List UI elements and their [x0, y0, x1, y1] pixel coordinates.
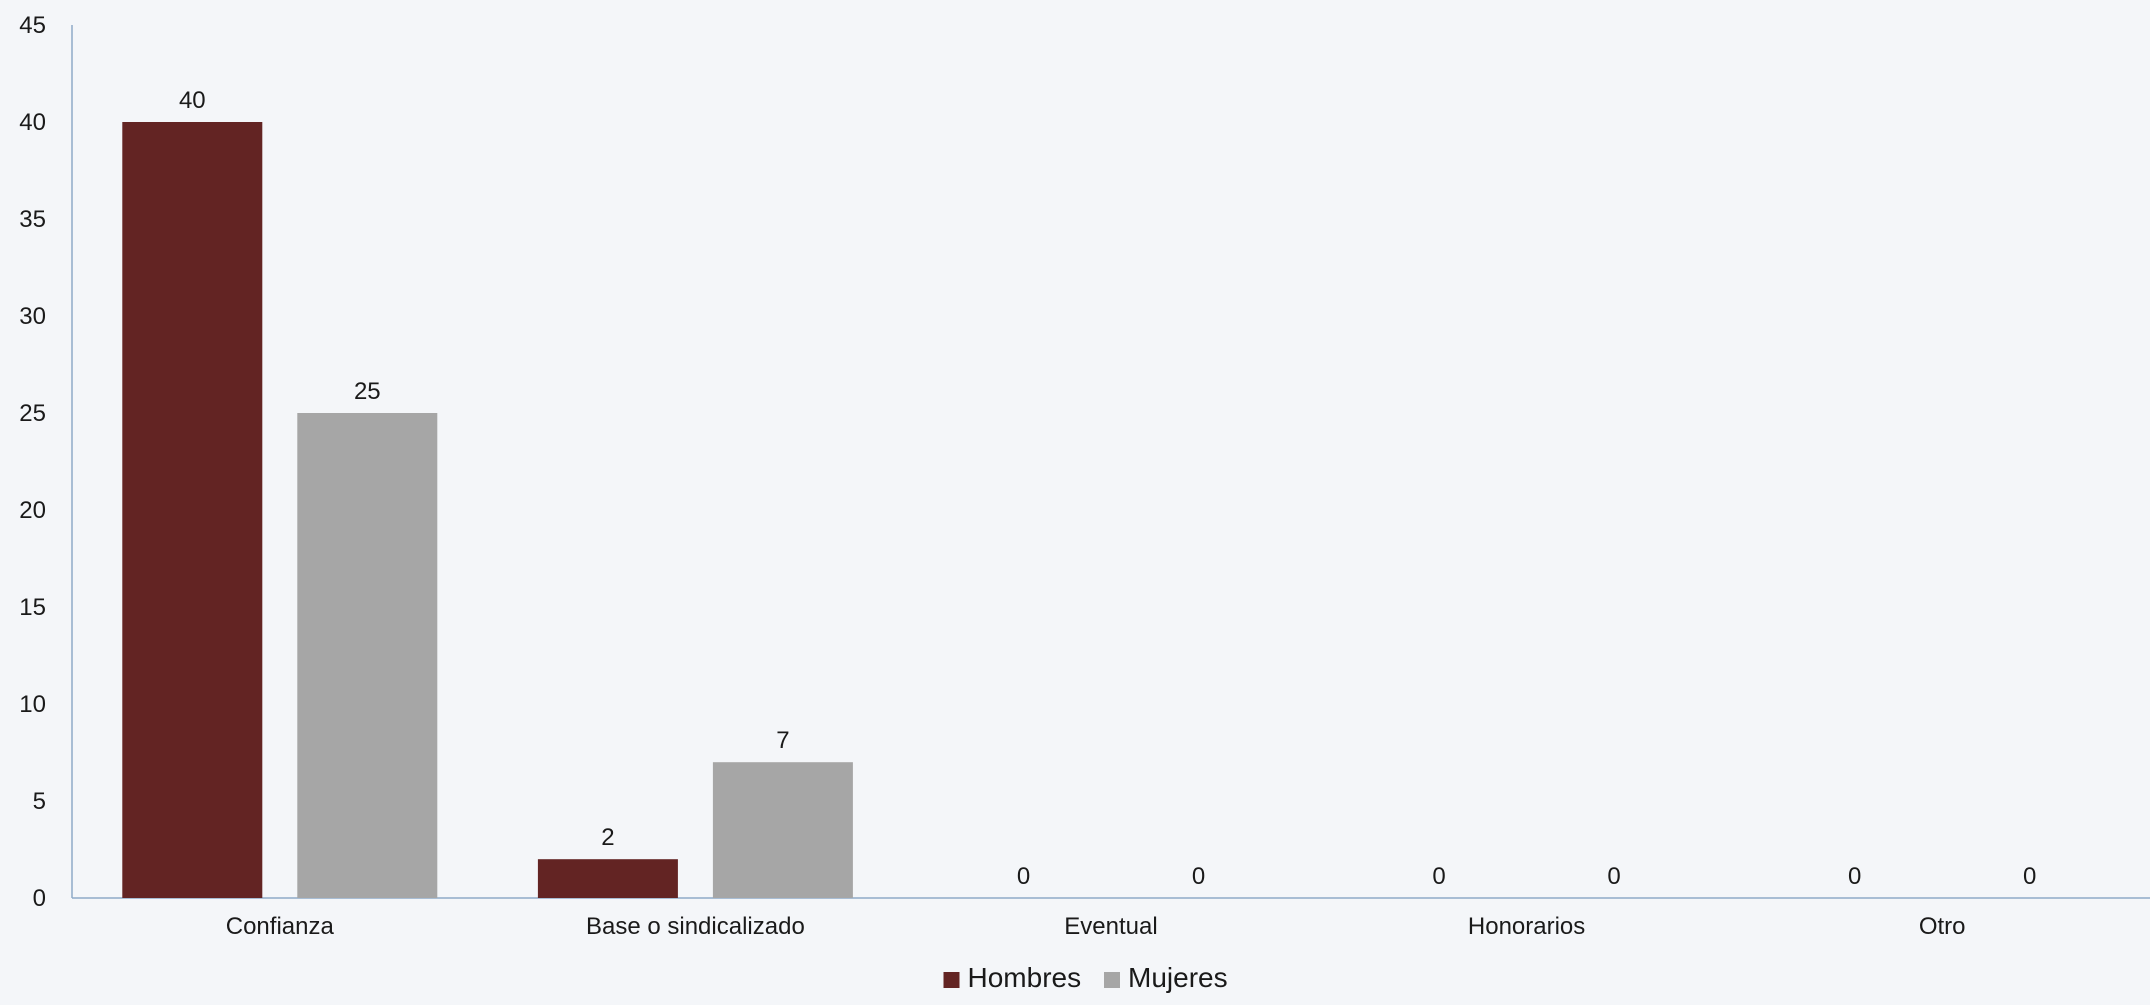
- legend-swatch-mujeres: [1104, 972, 1120, 988]
- y-tick-label: 45: [19, 12, 46, 39]
- data-label: 0: [1017, 863, 1030, 890]
- x-category-label: Base o sindicalizado: [586, 913, 805, 940]
- data-label: 2: [601, 824, 614, 851]
- y-tick-label: 15: [19, 594, 46, 621]
- data-label: 7: [776, 727, 789, 754]
- y-tick-label: 25: [19, 400, 46, 427]
- bars: [122, 122, 853, 898]
- y-tick-label: 35: [19, 206, 46, 233]
- legend-label-mujeres: Mujeres: [1128, 962, 1228, 993]
- data-labels: 40 25 2 7 0 0 0 0 0 0: [179, 87, 2036, 890]
- legend-swatch-hombres: [943, 972, 960, 988]
- y-tick-label: 30: [19, 303, 46, 330]
- legend: Hombres Mujeres: [943, 962, 1228, 993]
- legend-label-hombres: Hombres: [968, 962, 1082, 993]
- y-tick-label: 0: [33, 885, 46, 912]
- y-tick-label: 10: [19, 691, 46, 718]
- y-tick-label: 5: [33, 788, 46, 815]
- y-tick-label: 40: [19, 109, 46, 136]
- bar-mujeres: [297, 413, 438, 898]
- data-label: 25: [354, 378, 381, 405]
- data-label: 40: [179, 87, 206, 114]
- data-label: 0: [1432, 863, 1445, 890]
- data-label: 0: [1192, 863, 1205, 890]
- data-label: 0: [1607, 863, 1620, 890]
- x-category-label: Confianza: [226, 913, 335, 940]
- x-category-label: Honorarios: [1468, 913, 1585, 940]
- bar-hombres: [122, 122, 263, 898]
- bar-mujeres: [712, 762, 853, 898]
- y-tick-label: 20: [19, 497, 46, 524]
- bar-hombres: [537, 859, 678, 898]
- data-label: 0: [2023, 863, 2036, 890]
- x-category-label: Otro: [1919, 913, 1966, 940]
- data-label: 0: [1848, 863, 1861, 890]
- x-category-label: Eventual: [1064, 913, 1157, 940]
